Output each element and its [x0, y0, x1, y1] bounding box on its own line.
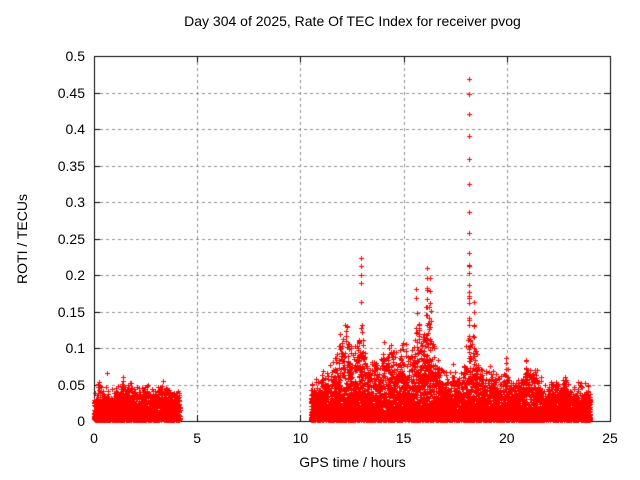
y-tick-label: 0.15 [57, 303, 85, 320]
x-tick-label: 20 [499, 430, 515, 446]
y-tick-label: 0.2 [65, 267, 85, 283]
y-tick-label: 0.1 [65, 340, 85, 356]
y-tick-label: 0.05 [57, 376, 85, 393]
y-tick-label: 0.4 [65, 121, 85, 137]
chart-title: Day 304 of 2025, Rate Of TEC Index for r… [184, 13, 521, 29]
x-tick-label: 0 [90, 430, 98, 446]
x-tick-label: 25 [602, 430, 618, 446]
y-tick-label: 0.25 [57, 230, 85, 247]
x-axis-label: GPS time / hours [299, 454, 406, 470]
y-tick-label: 0.5 [65, 48, 85, 64]
y-tick-label: 0.35 [57, 157, 85, 174]
y-tick-label: 0.3 [65, 194, 85, 210]
y-tick-label: 0 [77, 413, 85, 429]
x-tick-label: 10 [292, 430, 309, 446]
y-tick-label: 0.45 [57, 84, 85, 101]
x-tick-label: 5 [193, 430, 202, 446]
x-tick-label: 15 [395, 430, 412, 446]
